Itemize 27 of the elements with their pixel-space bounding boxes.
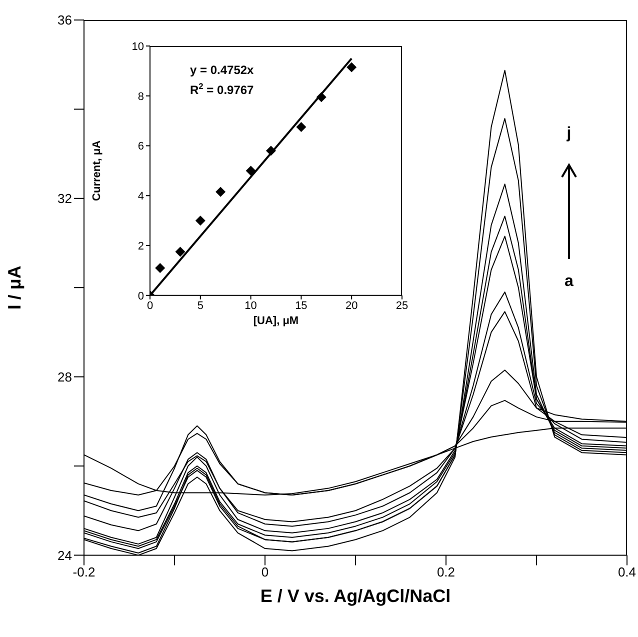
y-tick-label: 10 xyxy=(132,40,144,53)
x-tick-label: 5 xyxy=(197,300,204,312)
x-tick-label: 0.4 xyxy=(618,564,636,580)
x-tick-label: 15 xyxy=(295,300,308,312)
y-tick-label: 32 xyxy=(58,191,72,206)
x-tick-label: 0 xyxy=(261,564,269,580)
x-tick-label: 0 xyxy=(146,300,154,312)
x-tick-label: 20 xyxy=(345,300,358,312)
annotation: R$^{2}$ = 0.9767 xyxy=(190,81,254,97)
x-tick-label: 10 xyxy=(244,300,257,312)
y-axis-title: Current, μA xyxy=(90,140,103,201)
y-tick-label: 0 xyxy=(138,290,144,302)
annotation: a xyxy=(564,273,574,291)
x-axis-title: [UA], μM xyxy=(253,315,299,327)
y-tick-label: 24 xyxy=(58,548,72,563)
x-axis-title: E / V vs. Ag/AgCl/NaCl xyxy=(260,586,451,606)
annotation: j xyxy=(566,125,572,143)
x-tick-label: -0.2 xyxy=(72,564,96,580)
x-tick-label: 0.2 xyxy=(436,564,456,580)
x-tick-label: 25 xyxy=(396,300,408,312)
y-tick-label: 8 xyxy=(138,90,144,103)
y-tick-label: 36 xyxy=(58,12,72,28)
y-tick-label: 2 xyxy=(138,240,144,252)
y-tick-label: 6 xyxy=(138,140,144,153)
y-tick-label: 4 xyxy=(138,190,144,203)
y-tick-label: 28 xyxy=(58,369,72,384)
annotation: y = 0.4752x xyxy=(190,63,254,77)
